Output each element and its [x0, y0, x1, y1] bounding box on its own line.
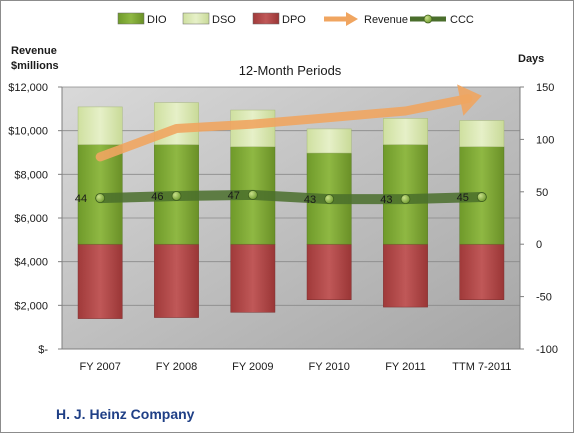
x-axis-tick-label: TTM 7-2011 — [452, 361, 511, 373]
left-axis-tick-label: $8,000 — [14, 169, 48, 181]
left-axis-tick-label: $2,000 — [14, 300, 48, 312]
left-axis-tick-label: $6,000 — [14, 213, 48, 225]
ccc-data-label: 43 — [380, 194, 392, 206]
bar-dso — [306, 128, 352, 154]
right-axis-tick-label: 100 — [536, 134, 554, 146]
ccc-data-label: 46 — [151, 191, 163, 203]
ccc-point — [95, 193, 106, 203]
left-axis-tick-label: $4,000 — [14, 257, 48, 269]
right-axis-tick-label: 0 — [536, 239, 542, 251]
right-axis-tick-label: 50 — [536, 187, 548, 199]
ccc-data-label: 47 — [228, 190, 240, 202]
gridlines — [62, 86, 520, 306]
ccc-data-label: 43 — [304, 194, 316, 206]
legend-swatch-dso — [182, 12, 210, 25]
bar-dpo — [77, 243, 123, 319]
left-axis-tick-label: $10,000 — [8, 126, 48, 138]
bar-dpo — [230, 243, 276, 313]
ccc-line — [95, 189, 487, 205]
bar-dpo — [459, 243, 505, 300]
bar-dso — [383, 118, 428, 145]
ccc-point — [247, 190, 258, 200]
right-axis-tick-label: -100 — [536, 344, 558, 356]
legend-swatch-ccc-dot — [423, 14, 433, 24]
revenue-arrowhead — [457, 84, 482, 116]
legend-label-revenue: Revenue — [364, 14, 408, 26]
chart-subtitle: 12-Month Periods — [239, 63, 342, 78]
left-axis-title-line2: $millions — [11, 60, 59, 72]
legend-swatch-revenue-head — [346, 12, 358, 26]
revenue-line — [95, 94, 473, 162]
ccc-data-label: 45 — [457, 192, 469, 204]
legend: DIO DSO DPO Revenue CCC — [117, 12, 474, 26]
bar-dpo — [154, 243, 199, 318]
legend-label-ccc: CCC — [450, 14, 474, 26]
ccc-point — [171, 191, 182, 201]
x-axis-tick-label: FY 2011 — [385, 361, 426, 373]
lines-group: 44 46 47 43 43 45 — [75, 84, 487, 206]
ccc-point — [400, 194, 411, 205]
legend-swatch-dpo — [252, 12, 280, 25]
left-axis-tick-label: $12,000 — [8, 82, 48, 94]
company-name: H. J. Heinz Company — [56, 406, 195, 422]
bar-dpo — [306, 243, 352, 300]
legend-label-dso: DSO — [212, 14, 236, 26]
ccc-data-label: 44 — [75, 193, 87, 205]
legend-swatch-dio — [117, 12, 145, 25]
bar-dso — [77, 106, 123, 145]
legend-label-dio: DIO — [147, 14, 167, 26]
bar-dso — [459, 120, 505, 147]
right-axis-title: Days — [518, 53, 544, 65]
ccc-point — [476, 192, 487, 202]
bar-dpo — [383, 243, 428, 308]
left-axis-tick-label: $- — [38, 344, 48, 356]
x-axis-tick-label: FY 2008 — [156, 361, 197, 373]
legend-label-dpo: DPO — [282, 14, 306, 26]
x-axis-tick-label: FY 2007 — [79, 361, 120, 373]
x-axis-tick-label: FY 2009 — [232, 361, 273, 373]
left-axis-title-line1: Revenue — [11, 45, 57, 57]
right-axis-tick-label: -50 — [536, 292, 552, 304]
right-axis-tick-label: 150 — [536, 82, 554, 94]
ccc-point — [324, 194, 335, 205]
x-axis-tick-label: FY 2010 — [308, 361, 349, 373]
axes-group: $- $2,000 $4,000 $6,000 $8,000 $10,000 $12,000… — [8, 82, 558, 373]
